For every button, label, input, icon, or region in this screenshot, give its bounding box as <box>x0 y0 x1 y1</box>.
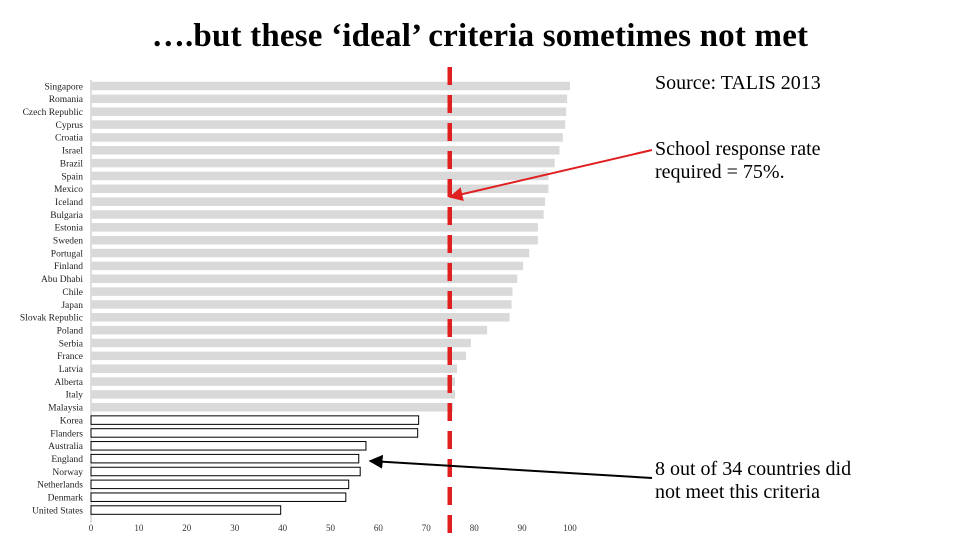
category-label: Singapore <box>44 82 83 92</box>
category-label: Abu Dhabi <box>41 275 83 285</box>
bar-poland <box>91 325 488 335</box>
threshold-note-line1: School response rate <box>655 138 821 160</box>
category-label: France <box>57 352 83 362</box>
source-note: Source: TALIS 2013 <box>655 72 821 94</box>
x-tick-label: 30 <box>230 523 240 533</box>
category-label: England <box>51 455 83 465</box>
category-label: Korea <box>60 416 84 426</box>
bar-finland <box>91 261 524 271</box>
category-label: Malaysia <box>48 404 84 414</box>
category-label: Sweden <box>53 237 83 247</box>
count-note-line2: not meet this criteria <box>655 481 820 503</box>
threshold-arrow <box>448 149 653 201</box>
bar-japan <box>91 300 512 309</box>
threshold-note: School response rate required = 75%. <box>655 138 821 184</box>
bar-bulgaria <box>91 210 544 219</box>
count-note-line1: 8 out of 34 countries did <box>655 458 852 480</box>
chart-title: ….but these ‘ideal’ criteria sometimes n… <box>151 18 809 54</box>
bar-chile <box>91 287 513 296</box>
x-tick-label: 40 <box>278 523 288 533</box>
bar-norway <box>90 466 361 477</box>
category-label: Alberta <box>55 378 84 388</box>
count-note: 8 out of 34 countries did not meet this … <box>655 458 851 504</box>
bar-flanders <box>90 428 419 438</box>
bar-netherlands <box>90 479 350 490</box>
bar-brazil <box>91 158 555 168</box>
bar-serbia <box>91 338 471 348</box>
x-tick-label: 60 <box>374 523 384 533</box>
category-label: United States <box>32 506 83 516</box>
x-tick-label: 50 <box>326 523 336 533</box>
category-label: Australia <box>48 442 84 452</box>
bar-portugal <box>91 248 530 258</box>
category-label: Cyprus <box>56 121 84 131</box>
category-label: Finland <box>54 262 83 272</box>
category-label: Spain <box>61 172 83 182</box>
category-label: Flanders <box>50 429 83 439</box>
bar-israel <box>91 146 560 155</box>
category-label: Romania <box>49 95 84 105</box>
x-tick-label: 70 <box>422 523 432 533</box>
bar-spain <box>91 171 549 181</box>
bar-mexico <box>91 184 549 194</box>
x-tick-label: 100 <box>563 523 577 533</box>
category-label: Slovak Republic <box>20 314 83 324</box>
bar-abu-dhabi <box>91 274 518 283</box>
bar-sweden <box>91 235 538 245</box>
bar-korea <box>90 415 420 425</box>
bar-slovak-republic <box>91 313 510 322</box>
category-label: Estonia <box>55 224 84 234</box>
bar-united-states <box>90 505 282 515</box>
bar-croatia <box>91 133 563 142</box>
bar-alberta <box>91 377 456 386</box>
threshold-note-line2: required = 75%. <box>655 161 785 183</box>
category-label: Denmark <box>48 494 84 504</box>
category-label: Poland <box>57 326 84 336</box>
bar-england <box>90 453 360 464</box>
x-tick-label: 90 <box>518 523 528 533</box>
category-label: Latvia <box>59 365 84 375</box>
category-label: Brazil <box>60 159 84 169</box>
count-arrow <box>368 454 653 479</box>
category-label: Mexico <box>54 185 83 195</box>
category-label: Iceland <box>55 198 83 208</box>
category-label: Portugal <box>51 249 84 259</box>
bar-romania <box>91 94 568 104</box>
category-label: Serbia <box>59 339 84 349</box>
x-tick-label: 0 <box>89 523 94 533</box>
bar-australia <box>90 441 367 451</box>
category-label: Croatia <box>55 134 84 144</box>
x-tick-label: 80 <box>470 523 480 533</box>
x-tick-label: 10 <box>134 523 144 533</box>
bar-cyprus <box>91 120 566 129</box>
category-label: Chile <box>62 288 83 298</box>
category-label: Italy <box>66 391 84 401</box>
bar-czech-republic <box>91 107 567 116</box>
bar-malaysia <box>91 403 454 412</box>
category-label: Norway <box>52 468 83 478</box>
category-label: Japan <box>61 301 83 311</box>
category-label: Czech Republic <box>23 108 83 118</box>
category-label: Bulgaria <box>50 211 83 221</box>
bar-france <box>91 351 467 361</box>
category-label: Netherlands <box>37 481 83 491</box>
x-tick-label: 20 <box>182 523 192 533</box>
bar-estonia <box>91 223 538 232</box>
bar-denmark <box>90 492 347 502</box>
bar-iceland <box>91 197 546 206</box>
bar-singapore <box>91 81 570 91</box>
category-label: Israel <box>62 147 83 157</box>
bar-latvia <box>91 364 457 373</box>
bar-italy <box>91 390 456 399</box>
